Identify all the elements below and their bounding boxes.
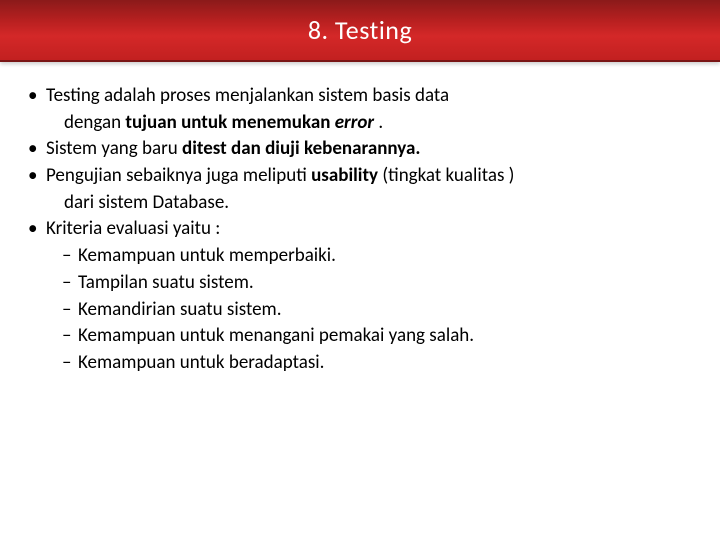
text-segment: Testing adalah proses menjalankan sistem… bbox=[46, 84, 449, 107]
sub-bullet-item: –Kemampuan untuk beradaptasi. bbox=[28, 351, 692, 376]
text-segment: Sistem yang baru bbox=[46, 137, 182, 160]
bullet-item: •Testing adalah proses menjalankan siste… bbox=[28, 84, 692, 109]
text-segment: usability bbox=[311, 164, 382, 187]
sub-bullet-mark: – bbox=[62, 324, 78, 349]
bullet-mark: • bbox=[28, 164, 46, 189]
bullet-text: dengan tujuan untuk menemukan error . bbox=[28, 111, 692, 136]
sub-bullet-item: –Kemandirian suatu sistem. bbox=[28, 298, 692, 323]
sub-bullet-text: Kemampuan untuk memperbaiki. bbox=[78, 244, 336, 269]
sub-bullet-item: –Tampilan suatu sistem. bbox=[28, 271, 692, 296]
text-segment: dari sistem Database. bbox=[64, 191, 229, 214]
bullet-item: dengan tujuan untuk menemukan error . bbox=[28, 111, 692, 136]
text-segment: error bbox=[335, 111, 374, 134]
slide-header: 8. Testing bbox=[0, 0, 720, 62]
sub-bullet-item: –Kemampuan untuk memperbaiki. bbox=[28, 244, 692, 269]
slide-content: •Testing adalah proses menjalankan siste… bbox=[0, 62, 720, 376]
sub-bullet-mark: – bbox=[62, 298, 78, 323]
text-segment: Kriteria evaluasi yaitu : bbox=[46, 217, 220, 240]
bullet-text: Pengujian sebaiknya juga meliputi usabil… bbox=[46, 164, 692, 189]
text-segment: dengan bbox=[64, 111, 125, 134]
text-segment: (tingkat kualitas ) bbox=[382, 164, 514, 187]
bullet-text: Testing adalah proses menjalankan sistem… bbox=[46, 84, 692, 109]
sub-bullet-mark: – bbox=[62, 271, 78, 296]
sub-bullet-text: Kemampuan untuk beradaptasi. bbox=[78, 351, 324, 376]
bullet-item: •Kriteria evaluasi yaitu : bbox=[28, 217, 692, 242]
text-segment: ditest dan diuji kebenarannya. bbox=[182, 137, 420, 160]
text-segment: Pengujian sebaiknya juga meliputi bbox=[46, 164, 311, 187]
sub-bullet-text: Kemampuan untuk menangani pemakai yang s… bbox=[78, 324, 474, 349]
sub-bullet-mark: – bbox=[62, 244, 78, 269]
sub-bullet-text: Tampilan suatu sistem. bbox=[78, 271, 254, 296]
text-segment: . bbox=[374, 111, 383, 134]
sub-bullet-item: –Kemampuan untuk menangani pemakai yang … bbox=[28, 324, 692, 349]
bullet-item: •Pengujian sebaiknya juga meliputi usabi… bbox=[28, 164, 692, 189]
slide-title: 8. Testing bbox=[308, 14, 412, 46]
bullet-text: Sistem yang baru ditest dan diuji kebena… bbox=[46, 137, 692, 162]
bullet-text: dari sistem Database. bbox=[28, 191, 692, 216]
text-segment: tujuan untuk menemukan bbox=[125, 111, 334, 134]
bullet-mark: • bbox=[28, 217, 46, 242]
bullet-item: •Sistem yang baru ditest dan diuji keben… bbox=[28, 137, 692, 162]
sub-bullet-text: Kemandirian suatu sistem. bbox=[78, 298, 282, 323]
bullet-mark: • bbox=[28, 84, 46, 109]
bullet-text: Kriteria evaluasi yaitu : bbox=[46, 217, 692, 242]
bullet-item: dari sistem Database. bbox=[28, 191, 692, 216]
bullet-mark: • bbox=[28, 137, 46, 162]
sub-bullet-mark: – bbox=[62, 351, 78, 376]
